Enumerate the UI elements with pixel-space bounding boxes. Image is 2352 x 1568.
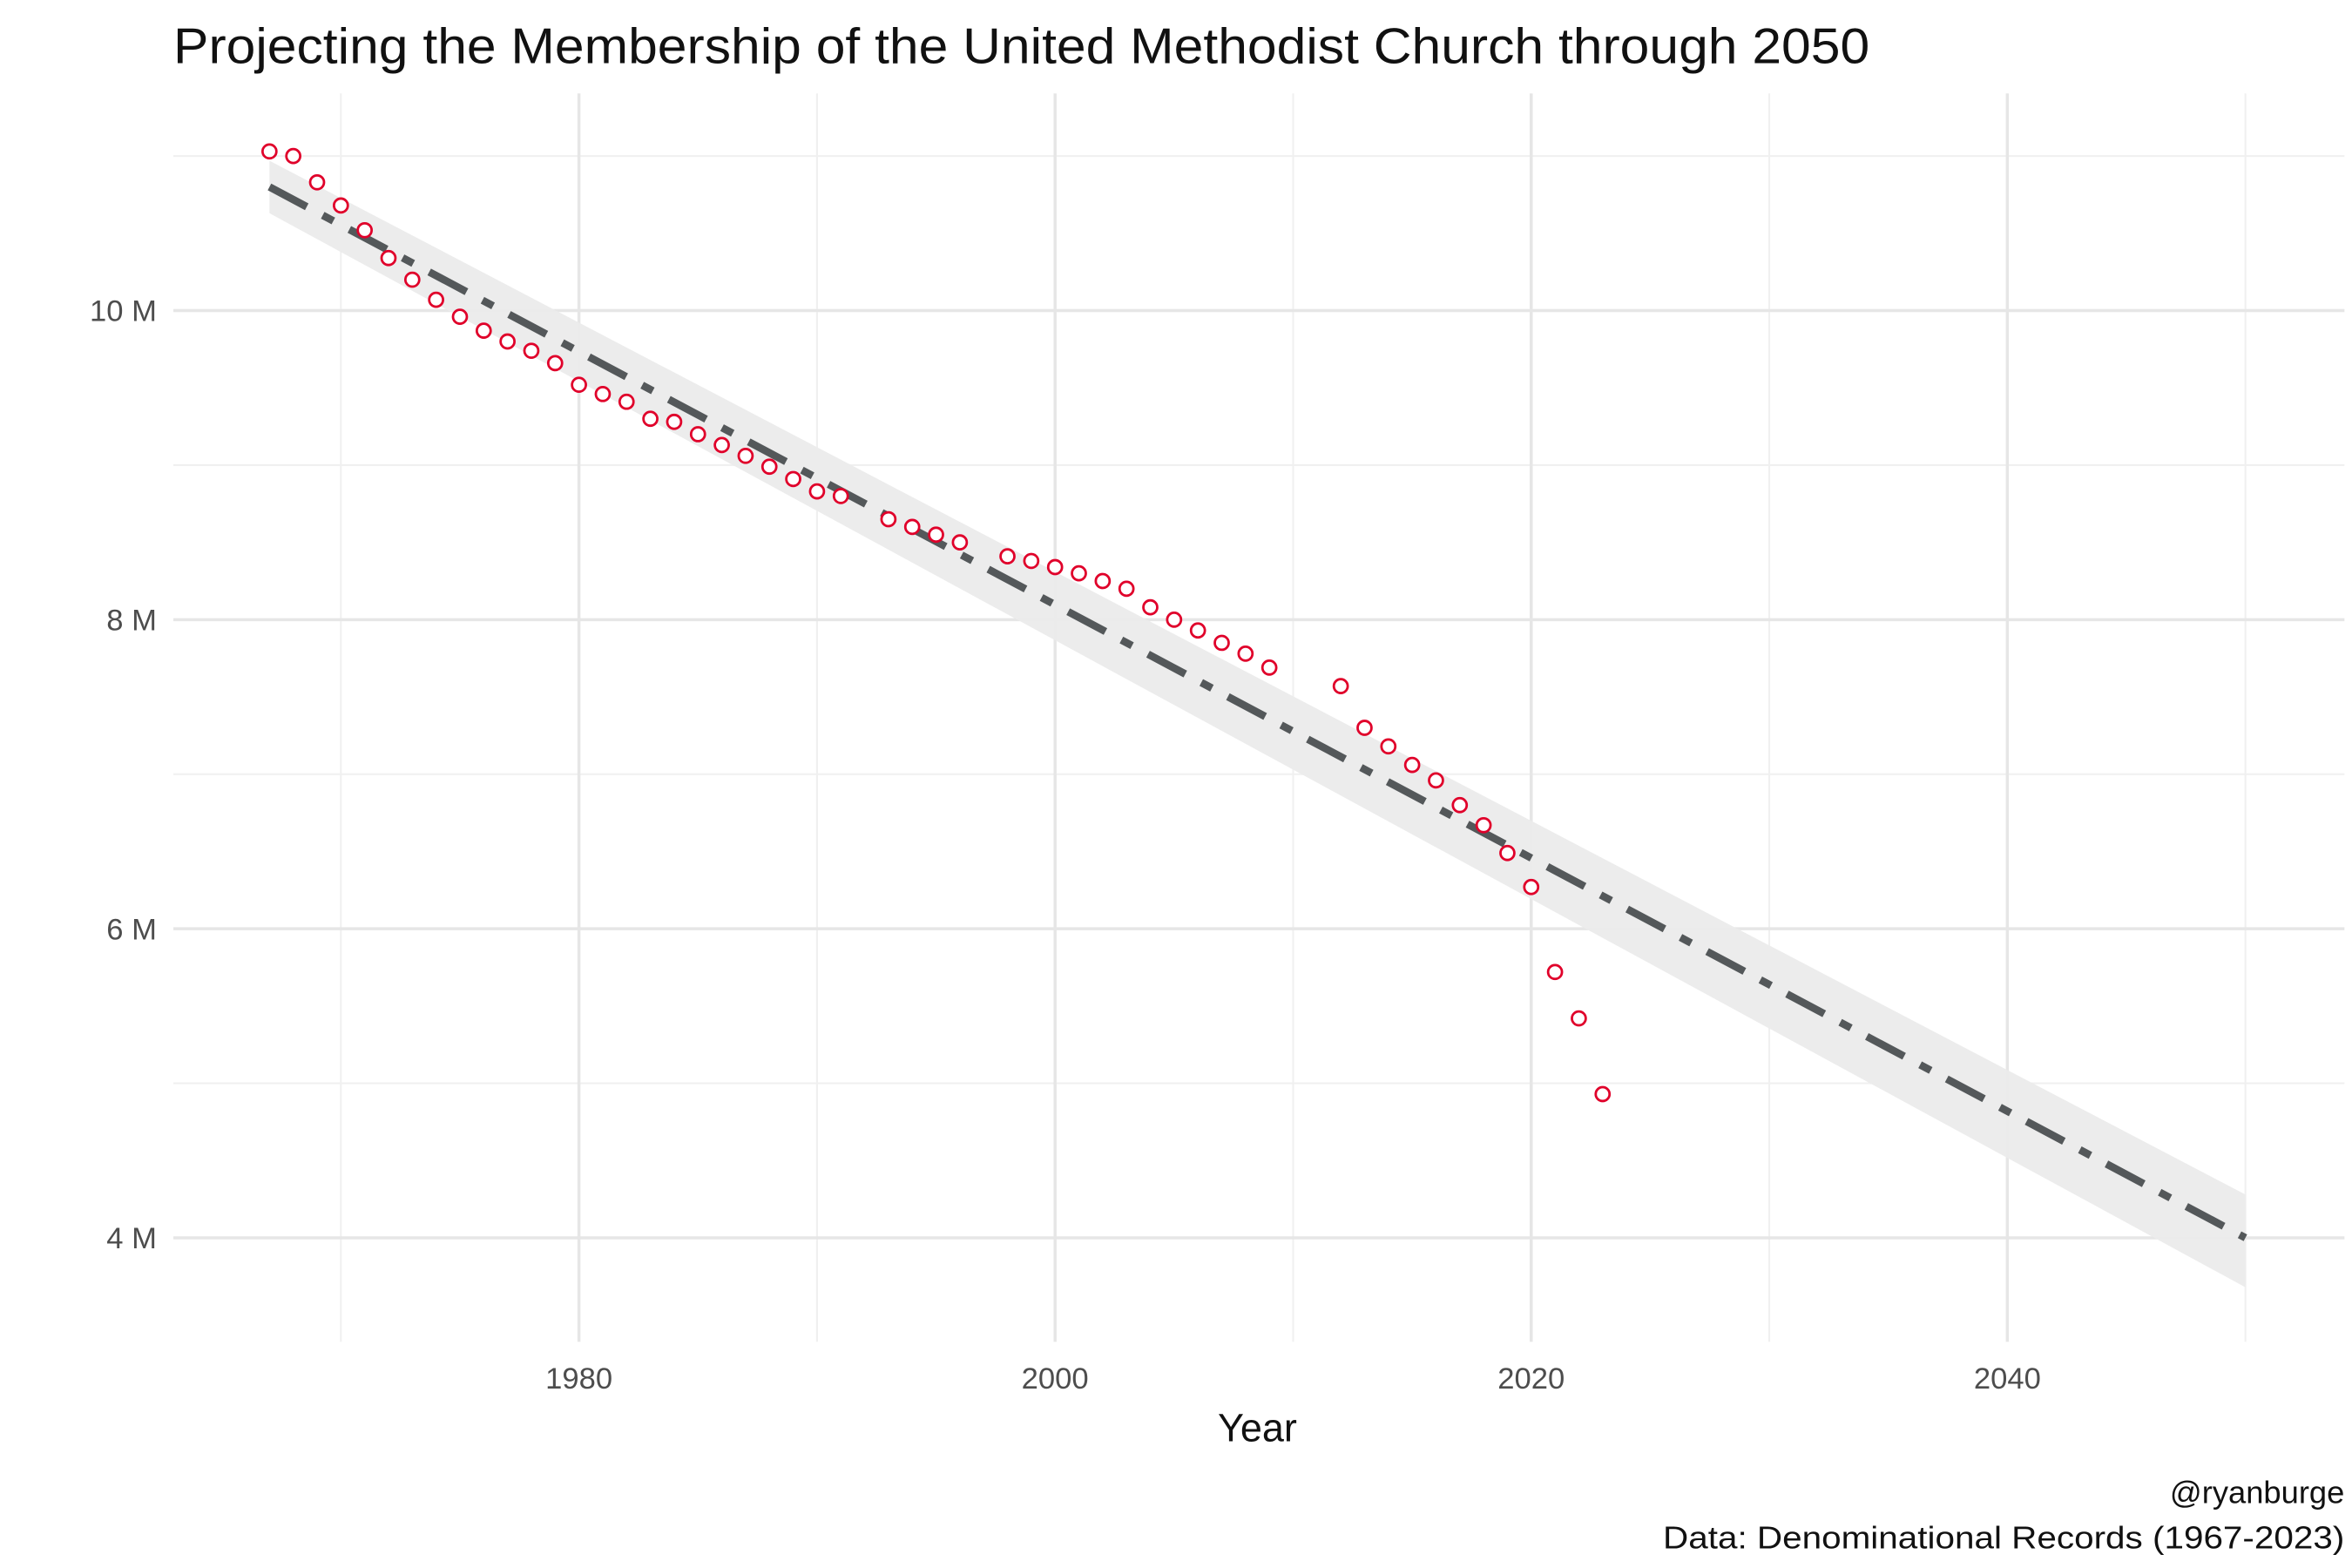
- data-point: [1523, 878, 1540, 896]
- data-point: [356, 221, 374, 239]
- data-point: [1071, 564, 1087, 582]
- data-point: [499, 333, 516, 350]
- data-point: [1332, 678, 1349, 694]
- data-point: [308, 173, 326, 191]
- data-point: [594, 385, 612, 402]
- data-point: [1594, 1085, 1612, 1103]
- data-point: [1475, 816, 1492, 834]
- data-point: [1023, 552, 1040, 570]
- data-point: [428, 291, 444, 308]
- data-point: [1571, 1010, 1587, 1027]
- chart-title: Projecting the Membership of the United …: [173, 19, 1869, 75]
- data-point: [523, 342, 540, 360]
- caption-source: Data: Denominational Records (1967-2023): [1663, 1519, 2344, 1555]
- data-point: [451, 308, 469, 325]
- data-point: [475, 322, 492, 339]
- data-point: [880, 510, 897, 528]
- data-point: [928, 526, 944, 544]
- data-point: [713, 436, 730, 454]
- data-point: [832, 488, 849, 504]
- y-tick-label: 6 M: [106, 913, 157, 946]
- data-point: [951, 534, 969, 551]
- x-tick-label: 2000: [1022, 1362, 1089, 1396]
- data-point: [903, 518, 921, 536]
- data-point: [1142, 598, 1159, 616]
- x-tick-label: 2040: [1974, 1362, 2041, 1396]
- confidence-band: [269, 160, 2246, 1288]
- data-point: [1499, 844, 1516, 862]
- x-tick-label: 2020: [1497, 1362, 1565, 1396]
- caption-handle: @ryanburge: [2170, 1475, 2344, 1511]
- data-point: [1260, 659, 1278, 676]
- data-point: [1451, 796, 1469, 814]
- data-point: [1094, 572, 1112, 590]
- data-point: [1213, 634, 1230, 652]
- data-point: [1546, 963, 1564, 981]
- data-point: [666, 413, 683, 430]
- y-axis-ticks: 4 M 6 M 8 M 10 M: [90, 295, 157, 1255]
- data-point: [785, 470, 801, 488]
- data-point: [1237, 645, 1254, 662]
- trend-line-path: [267, 183, 2247, 1241]
- x-tick-label: 1980: [545, 1362, 612, 1396]
- data-point: [1380, 738, 1397, 755]
- data-point: [642, 410, 659, 428]
- data-point: [1356, 720, 1373, 736]
- data-point: [260, 143, 278, 160]
- data-point: [689, 426, 706, 443]
- data-point: [403, 271, 421, 288]
- trend-line: [267, 183, 2247, 1241]
- data-point: [1118, 580, 1135, 598]
- data-point: [760, 458, 778, 476]
- data-point: [618, 393, 635, 410]
- data-point: [380, 249, 397, 267]
- data-point: [332, 197, 349, 214]
- x-axis-label: Year: [1218, 1406, 1297, 1450]
- y-tick-label: 10 M: [90, 295, 157, 328]
- data-point: [546, 355, 564, 372]
- y-tick-label: 4 M: [106, 1222, 157, 1255]
- data-point: [285, 147, 302, 165]
- data-point: [737, 447, 754, 464]
- y-tick-label: 8 M: [106, 604, 157, 637]
- confidence-band-area: [269, 160, 2246, 1288]
- data-point: [808, 483, 826, 500]
- data-point: [1189, 622, 1206, 639]
- data-point: [1046, 558, 1064, 576]
- data-point: [1403, 756, 1421, 774]
- x-axis-ticks: 1980 2000 2020 2040: [545, 1362, 2041, 1396]
- data-points: [260, 143, 1612, 1103]
- data-point: [999, 548, 1016, 564]
- data-point: [1428, 772, 1444, 789]
- data-point: [571, 376, 587, 394]
- data-point: [1166, 611, 1183, 628]
